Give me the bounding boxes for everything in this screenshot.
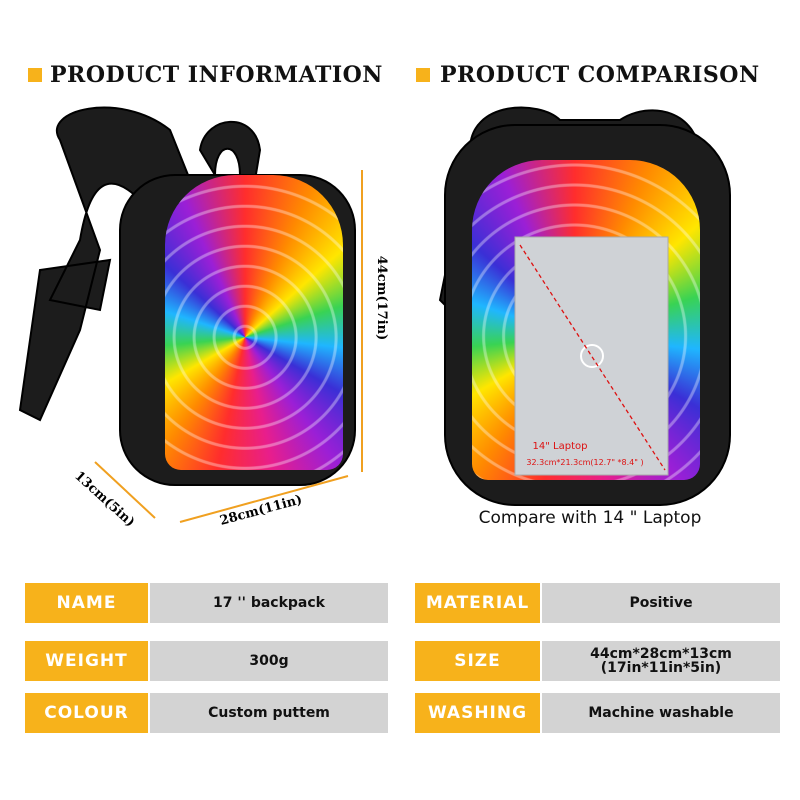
left-title: PRODUCT INFORMATION bbox=[50, 62, 383, 88]
spec-value-line: (17in*11in*5in) bbox=[600, 660, 722, 676]
spec-value-line: 17 '' backpack bbox=[213, 595, 325, 611]
spec-label: SIZE bbox=[415, 641, 540, 681]
spec-label: COLOUR bbox=[25, 693, 148, 733]
spec-value-line: Machine washable bbox=[588, 705, 734, 721]
laptop-label: 14" Laptop bbox=[533, 441, 588, 452]
height-label: 44cm(17in) bbox=[374, 256, 389, 341]
laptop-size: 32.3cm*21.3cm(12.7" *8.4" ) bbox=[526, 458, 643, 467]
bullet bbox=[416, 68, 430, 82]
spec-value-line: Custom puttem bbox=[208, 705, 330, 721]
dimension-arrow bbox=[179, 475, 349, 523]
tie-dye-panel bbox=[165, 175, 343, 470]
spec-value: 17 '' backpack bbox=[150, 583, 388, 623]
spec-value: 300g bbox=[150, 641, 388, 681]
right-title: PRODUCT COMPARISON bbox=[440, 62, 760, 88]
spec-value-line: Positive bbox=[629, 595, 693, 611]
bullet bbox=[28, 68, 42, 82]
spec-value: Custom puttem bbox=[150, 693, 388, 733]
spec-label: NAME bbox=[25, 583, 148, 623]
laptop-overlay: 14" Laptop 32.3cm*21.3cm(12.7" *8.4" ) C… bbox=[479, 236, 702, 528]
spec-value: Machine washable bbox=[542, 693, 780, 733]
spec-label: WEIGHT bbox=[25, 641, 148, 681]
spec-label: WASHING bbox=[415, 693, 540, 733]
spec-value: Positive bbox=[542, 583, 780, 623]
caption: Compare with 14 " Laptop bbox=[479, 508, 702, 528]
spec-value: 44cm*28cm*13cm (17in*11in*5in) bbox=[542, 641, 780, 681]
spec-value-line: 300g bbox=[249, 653, 289, 669]
dimension-arrow bbox=[94, 461, 156, 519]
spec-label: MATERIAL bbox=[415, 583, 540, 623]
spec-value-line: 44cm*28cm*13cm bbox=[590, 646, 732, 662]
